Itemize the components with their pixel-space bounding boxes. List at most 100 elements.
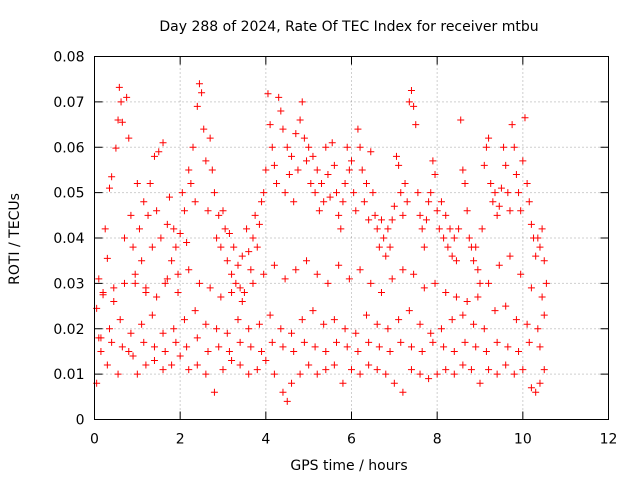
data-point [452, 293, 460, 301]
data-point [478, 225, 486, 233]
data-point [440, 234, 448, 242]
data-point [153, 293, 161, 301]
data-point [457, 116, 465, 124]
data-point [482, 143, 490, 151]
data-point [328, 139, 336, 147]
data-point [485, 366, 493, 374]
data-point [356, 266, 364, 274]
data-point [225, 229, 233, 237]
data-point [266, 311, 274, 319]
data-point [103, 254, 111, 262]
data-point [433, 207, 441, 215]
data-point [341, 180, 349, 188]
data-point [303, 257, 311, 265]
data-point [309, 152, 317, 160]
data-point [292, 266, 300, 274]
data-point [95, 334, 103, 342]
y-tick-label: 0.07 [53, 95, 84, 111]
data-point [348, 366, 355, 374]
data-point [420, 284, 428, 292]
data-point [427, 189, 435, 197]
data-point [440, 343, 448, 351]
data-point [191, 307, 199, 315]
data-point [519, 157, 527, 165]
data-point [103, 361, 111, 369]
data-point [472, 343, 480, 351]
data-point [497, 184, 505, 192]
data-point [416, 320, 424, 328]
data-point [407, 87, 415, 95]
y-tick-label: 0.06 [53, 140, 84, 156]
data-point [367, 279, 375, 287]
data-point [127, 211, 135, 219]
data-point [238, 252, 246, 260]
data-point [390, 379, 398, 387]
data-point [195, 80, 203, 88]
data-point [228, 357, 236, 365]
data-point [465, 234, 473, 242]
data-point [532, 388, 540, 396]
data-point [502, 302, 510, 310]
data-point [493, 211, 501, 219]
y-axis-label: ROTI / TECUs [7, 193, 23, 285]
data-point [228, 270, 236, 278]
data-point [474, 266, 482, 274]
data-point [506, 207, 514, 215]
data-point [277, 325, 285, 333]
data-point [388, 275, 396, 283]
data-point [476, 279, 484, 287]
data-point [450, 370, 458, 378]
data-point [219, 207, 227, 215]
data-point [157, 234, 165, 242]
data-point [245, 325, 253, 333]
data-point [245, 248, 253, 256]
data-point [178, 189, 186, 197]
data-point [485, 279, 493, 287]
data-point [365, 338, 373, 346]
x-axis-label: GPS time / hours [290, 458, 407, 474]
data-point [442, 366, 450, 374]
data-point [114, 370, 122, 378]
data-point [249, 279, 257, 287]
data-point [515, 347, 523, 355]
data-point [365, 361, 373, 369]
data-point [495, 202, 503, 210]
data-point [431, 279, 439, 287]
data-point [523, 320, 531, 328]
data-point [172, 243, 180, 251]
data-point [258, 347, 266, 355]
data-point [472, 243, 480, 251]
data-point [459, 166, 467, 174]
data-point [311, 189, 319, 197]
x-tick-label: 10 [514, 432, 532, 448]
data-point [185, 266, 193, 274]
data-point [232, 279, 240, 287]
data-point [148, 311, 156, 319]
data-point [476, 379, 484, 387]
data-point [118, 343, 126, 351]
data-points-layer [93, 80, 550, 405]
data-point [281, 275, 289, 283]
data-point [176, 352, 184, 360]
data-point [384, 325, 392, 333]
data-point [117, 98, 125, 106]
data-point [288, 152, 296, 160]
data-point [193, 334, 201, 342]
x-tick-label: 12 [600, 432, 618, 448]
data-point [255, 220, 263, 228]
data-point [371, 211, 379, 219]
data-point [320, 198, 328, 206]
data-point [146, 180, 154, 188]
data-point [510, 143, 518, 151]
data-point [206, 284, 214, 292]
data-point [467, 366, 475, 374]
data-point [480, 161, 488, 169]
data-point [407, 343, 415, 351]
data-point [506, 252, 514, 260]
data-point [356, 370, 364, 378]
data-point [268, 338, 276, 346]
data-point [425, 375, 433, 383]
data-point [542, 279, 550, 287]
data-point [138, 320, 146, 328]
data-point [153, 207, 161, 215]
